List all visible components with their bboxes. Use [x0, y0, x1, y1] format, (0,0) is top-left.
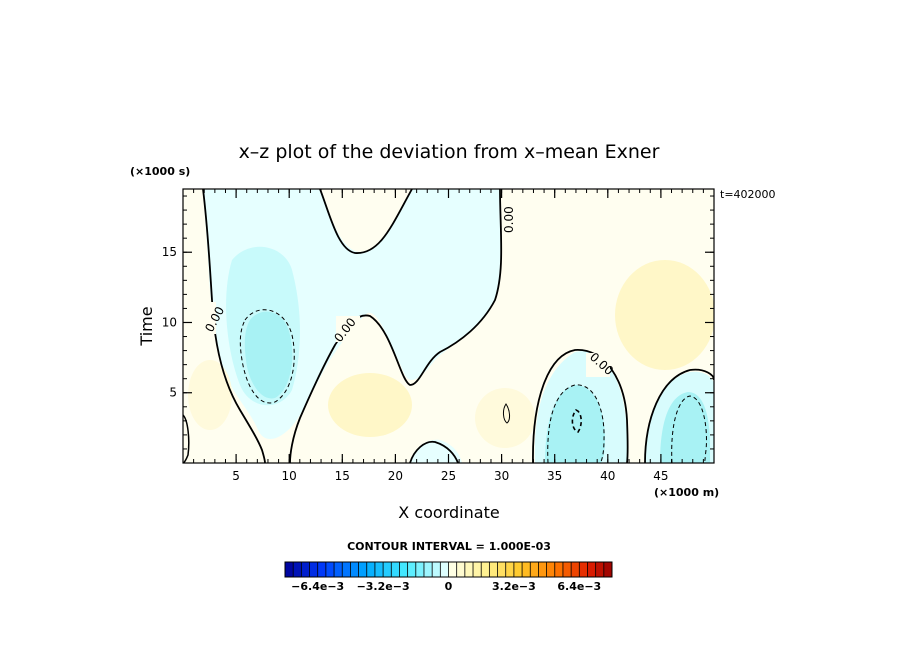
colorbar-tick-label: 0: [445, 580, 453, 593]
contour-interval-note: CONTOUR INTERVAL = 1.000E-03: [347, 540, 551, 553]
colorbar-tick-label: −3.2e−3: [357, 580, 410, 593]
x-unit-label: (×1000 m): [654, 486, 719, 499]
contour-pos-small: [503, 403, 510, 424]
colorbar-bin: [587, 562, 596, 577]
colorbar-bin: [383, 562, 392, 577]
y-tick-label: 5: [169, 386, 177, 400]
x-tick-label: 30: [494, 469, 509, 483]
shade-neg-core1b: [244, 311, 293, 399]
colorbar-bin: [309, 562, 318, 577]
shade-pos2: [615, 260, 714, 370]
contour-zero-left: [202, 189, 266, 463]
colorbar-bin: [350, 562, 359, 577]
colorbar-bin: [546, 562, 556, 577]
y-tick-label: 15: [162, 245, 177, 259]
x-axis-label: X coordinate: [398, 503, 499, 522]
colorbar-bin: [366, 562, 376, 577]
colorbar-bin: [301, 562, 310, 577]
colorbar-tick-label: −6.4e−3: [291, 580, 344, 593]
shade-pos1: [328, 373, 412, 437]
x-tick-label: 15: [335, 469, 350, 483]
colorbar: [284, 561, 613, 578]
colorbar-bin: [481, 562, 490, 577]
contour-neg-3: [571, 409, 582, 433]
colorbar-bin: [415, 562, 425, 577]
colorbar-bin: [456, 562, 466, 577]
colorbar-bin: [571, 562, 580, 577]
x-tick-label: 45: [653, 469, 668, 483]
colorbar-bin: [505, 562, 515, 577]
colorbar-bin: [432, 562, 441, 577]
contour-label: 0.00: [502, 206, 516, 233]
colorbar-bin: [513, 562, 523, 577]
colorbar-bin: [399, 562, 408, 577]
x-tick-label: 10: [282, 469, 297, 483]
colorbar-tick-label: 3.2e−3: [492, 580, 536, 593]
colorbar-bin: [293, 562, 302, 577]
colorbar-bin: [497, 562, 507, 577]
contour-zero-right2: [644, 368, 714, 463]
x-axis-ticks: 5 10 15 20 25 30 35 40 45: [232, 189, 669, 483]
colorbar-bin: [334, 562, 343, 577]
y-axis-ticks: 5 10 15: [162, 245, 714, 400]
colorbar-bin: [448, 562, 457, 577]
colorbar-bin: [391, 562, 400, 577]
colorbar-tick-label: 6.4e−3: [557, 580, 601, 593]
colorbar-bin: [285, 562, 294, 577]
colorbar-bin: [374, 562, 384, 577]
x-tick-label: 40: [600, 469, 615, 483]
contour-zero-edge: [183, 414, 190, 463]
colorbar-bin: [358, 562, 368, 577]
colorbar-labels: −6.4e−3 −3.2e−3 0 3.2e−3 6.4e−3: [291, 580, 601, 593]
shade-neg-right2b: [660, 392, 710, 463]
colorbar-bin: [407, 562, 417, 577]
colorbar-bin: [464, 562, 474, 577]
colorbar-bin: [562, 562, 572, 577]
time-stamp: t=402000: [720, 188, 776, 201]
contour-neg-4: [671, 395, 707, 463]
x-tick-label: 5: [232, 469, 240, 483]
y-tick-label: 10: [162, 315, 177, 329]
shade-neg-right1b: [545, 385, 605, 463]
colorbar-bin: [440, 562, 449, 577]
colorbar-bin: [423, 562, 433, 577]
contour-labels: 0.00 0.00 0.00 0.00: [200, 200, 616, 378]
colorbar-bin: [579, 562, 588, 577]
chart-title: x–z plot of the deviation from x–mean Ex…: [239, 141, 660, 163]
contour-neg-2: [547, 384, 605, 463]
x-tick-label: 35: [547, 469, 562, 483]
colorbar-bin: [554, 562, 564, 577]
plot-area: 0.00 0.00 0.00 0.00 5 10 15 20 25 30 35 40 45 5 1…: [162, 188, 715, 483]
colorbar-bin: [317, 562, 327, 577]
colorbar-bin: [603, 562, 613, 577]
x-tick-label: 25: [441, 469, 456, 483]
contour-neg-1: [239, 309, 295, 404]
filled-contours: [188, 189, 714, 463]
contour-zero-bottom: [409, 440, 459, 463]
colorbar-bin: [522, 562, 531, 577]
shade-pos3: [475, 388, 535, 448]
colorbar-bin: [342, 562, 351, 577]
y-axis-label: Time: [137, 306, 156, 346]
y-unit-label: (×1000 s): [130, 165, 190, 178]
x-tick-label: 20: [388, 469, 403, 483]
colorbar-frame: [284, 561, 613, 578]
contour-zero-upper: [319, 189, 413, 254]
contour-zero-middle: [289, 189, 503, 463]
shade-pos4: [188, 360, 232, 430]
colorbar-bin: [538, 562, 547, 577]
colorbar-bin: [473, 562, 482, 577]
colorbar-bin: [489, 562, 498, 577]
colorbar-bin: [530, 562, 539, 577]
colorbar-bin: [325, 562, 335, 577]
colorbar-bin: [595, 562, 605, 577]
